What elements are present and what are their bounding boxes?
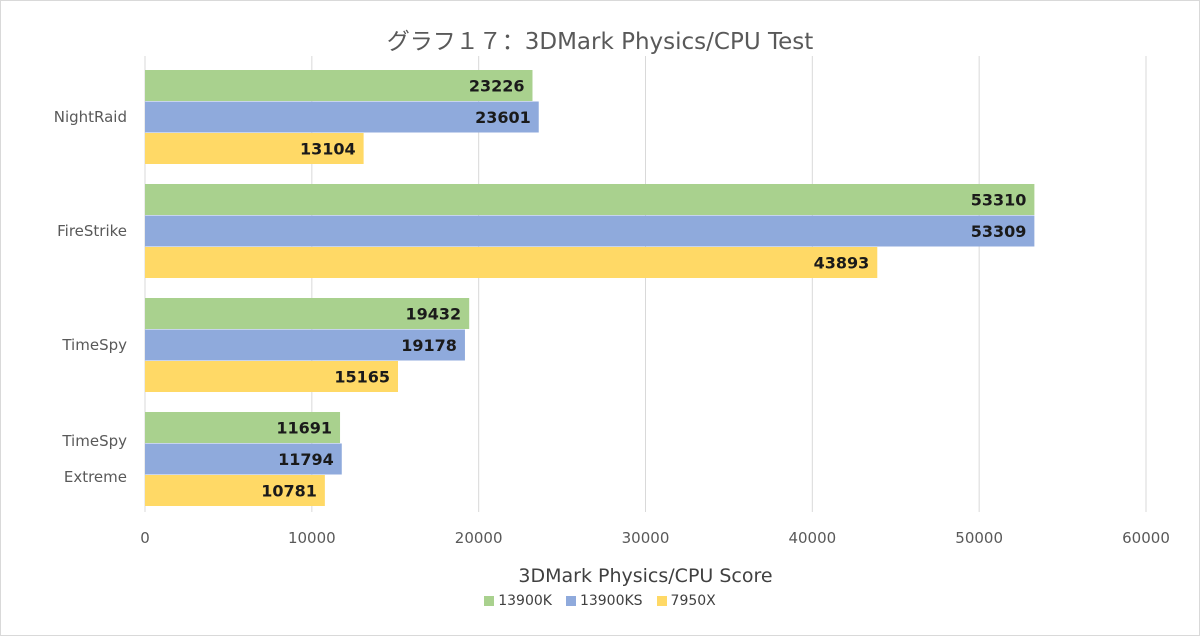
x-tick-label: 60000 bbox=[1122, 529, 1170, 547]
data-label: 19432 bbox=[406, 305, 462, 324]
data-label: 23226 bbox=[469, 77, 525, 96]
data-label: 13104 bbox=[300, 140, 356, 159]
bar bbox=[145, 361, 399, 392]
x-tick-label: 30000 bbox=[622, 529, 670, 547]
category-label: TimeSpy bbox=[61, 336, 127, 354]
legend-item: 13900KS bbox=[565, 593, 643, 609]
legend-item: 7950X bbox=[656, 593, 716, 609]
legend-swatch bbox=[656, 596, 667, 606]
chart-title: グラフ１７：3DMark Physics/CPU Test bbox=[386, 29, 814, 55]
bar bbox=[145, 329, 465, 361]
bar bbox=[145, 215, 1035, 247]
legend-label: 13900KS bbox=[579, 593, 643, 609]
data-label: 23601 bbox=[475, 108, 531, 127]
category-label: Extreme bbox=[64, 468, 127, 486]
x-tick-label: 50000 bbox=[955, 529, 1003, 547]
bar bbox=[145, 298, 470, 329]
data-label: 11794 bbox=[278, 450, 334, 469]
data-label: 53310 bbox=[971, 191, 1027, 210]
legend-swatch bbox=[565, 596, 576, 606]
x-axis-title: 3DMark Physics/CPU Score bbox=[518, 565, 772, 587]
x-tick-label: 10000 bbox=[288, 529, 336, 547]
data-label: 53309 bbox=[971, 222, 1027, 241]
bar bbox=[145, 101, 539, 133]
legend-label: 13900K bbox=[498, 593, 552, 609]
legend-label: 7950X bbox=[670, 593, 716, 609]
x-tick-label: 20000 bbox=[455, 529, 503, 547]
category-label: NightRaid bbox=[54, 108, 127, 126]
data-label: 11691 bbox=[276, 419, 332, 438]
bar bbox=[145, 247, 878, 278]
bar bbox=[145, 184, 1035, 215]
data-label: 43893 bbox=[814, 254, 870, 273]
x-tick-label: 0 bbox=[140, 529, 150, 547]
category-label: TimeSpy bbox=[61, 432, 127, 450]
data-label: 15165 bbox=[334, 368, 390, 387]
bar bbox=[145, 443, 342, 475]
bar bbox=[145, 133, 364, 164]
legend-swatch bbox=[484, 596, 495, 606]
category-label: FireStrike bbox=[57, 222, 127, 240]
data-label: 19178 bbox=[401, 336, 457, 355]
bar bbox=[145, 412, 341, 443]
x-tick-label: 40000 bbox=[788, 529, 836, 547]
bar bbox=[145, 70, 533, 101]
chart-legend: 13900K 13900KS 7950X bbox=[0, 593, 1200, 609]
legend-item: 13900K bbox=[484, 593, 552, 609]
data-label: 10781 bbox=[261, 482, 317, 501]
bar bbox=[145, 475, 325, 506]
